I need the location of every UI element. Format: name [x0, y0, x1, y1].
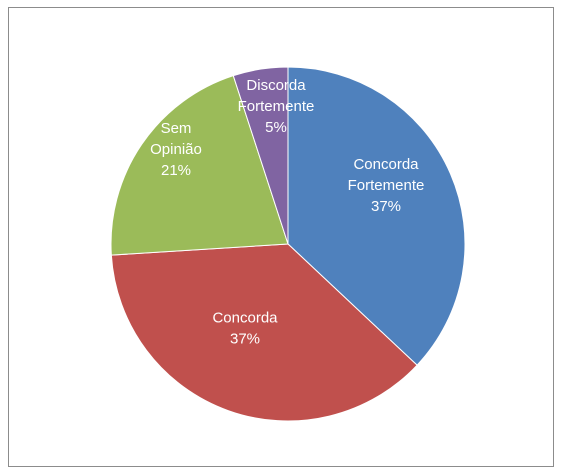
- data-label-concorda-fortemente: Concorda Fortemente 37%: [348, 156, 425, 215]
- slice-concorda-fortemente: [287, 66, 466, 366]
- slice-concorda: [110, 243, 418, 422]
- slice-discorda-fortemente: [232, 66, 289, 245]
- category-label-line: Discorda: [246, 77, 306, 94]
- pie-slices: [110, 66, 466, 422]
- category-label-line: Fortemente: [238, 98, 315, 115]
- percent-label: 5%: [265, 119, 287, 136]
- pie-labels: Concorda Fortemente 37% Concorda 37% Sem Opini…: [150, 77, 424, 348]
- category-label-line: Concorda: [353, 156, 419, 173]
- category-label-line: Sem: [161, 120, 192, 137]
- slice-sem-opini-o: [110, 75, 289, 256]
- percent-label: 37%: [371, 198, 401, 215]
- percent-label: 37%: [230, 331, 260, 348]
- data-label-discorda-fortemente: Discorda Fortemente 5%: [238, 77, 315, 136]
- data-label-sem-opini-o: Sem Opinião 21%: [150, 120, 202, 179]
- data-label-concorda: Concorda 37%: [212, 310, 278, 348]
- category-label-line: Fortemente: [348, 177, 425, 194]
- category-label-line: Opinião: [150, 141, 202, 158]
- percent-label: 21%: [161, 162, 191, 179]
- category-label-line: Concorda: [212, 310, 278, 327]
